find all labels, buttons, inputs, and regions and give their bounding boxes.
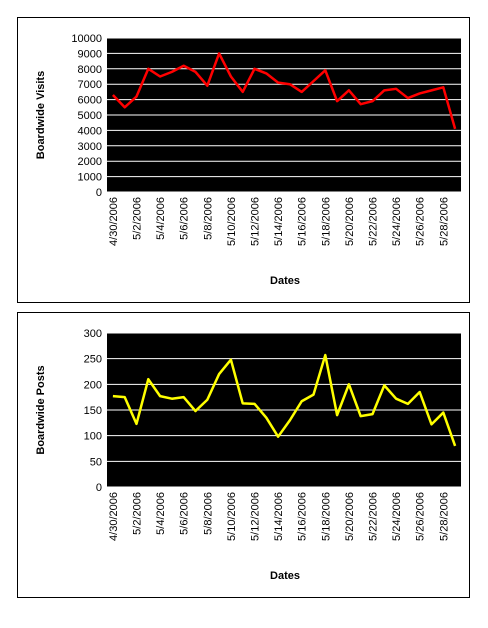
x-tick-label: 4/30/2006 (108, 197, 120, 246)
x-tick-label: 5/10/2006 (226, 492, 238, 541)
data-line (112, 353, 457, 447)
y-tick-label: 0 (96, 482, 102, 494)
x-tick-label: 5/8/2006 (202, 197, 214, 240)
y-tick-label: 150 (84, 405, 102, 417)
y-axis-title: Boardwide Visits (35, 71, 47, 159)
y-tick-label: 9000 (78, 48, 102, 60)
x-tick-label: 5/24/2006 (391, 197, 403, 246)
x-axis-title: Dates (270, 275, 300, 287)
y-tick-label: 5000 (78, 110, 102, 122)
x-tick-label: 5/18/2006 (320, 197, 332, 246)
y-tick-label: 4000 (78, 125, 102, 137)
y-axis-title: Boardwide Posts (35, 365, 47, 454)
y-tick-label: 200 (84, 379, 102, 391)
x-tick-label: 5/26/2006 (415, 197, 427, 246)
x-axis-title: Dates (270, 570, 300, 582)
x-tick-label: 5/22/2006 (368, 492, 380, 541)
y-tick-label: 100 (84, 431, 102, 443)
y-tick-label: 10000 (71, 33, 102, 45)
data-line (111, 52, 457, 130)
y-tick-label: 3000 (78, 141, 102, 153)
y-tick-label: 7000 (78, 79, 102, 91)
x-tick-label: 5/2/2006 (132, 197, 144, 240)
x-tick-label: 5/4/2006 (155, 197, 167, 240)
y-tick-label: 2000 (78, 156, 102, 168)
x-tick-label: 5/10/2006 (226, 197, 238, 246)
y-tick-label: 8000 (78, 64, 102, 76)
y-tick-label: 1000 (78, 172, 102, 184)
x-tick-label: 5/16/2006 (297, 197, 309, 246)
x-tick-label: 5/12/2006 (250, 492, 262, 541)
x-tick-label: 5/8/2006 (202, 492, 214, 535)
x-tick-label: 5/4/2006 (155, 492, 167, 535)
x-tick-label: 5/6/2006 (179, 197, 191, 240)
x-tick-label: 5/12/2006 (250, 197, 262, 246)
y-tick-label: 6000 (78, 95, 102, 107)
x-tick-label: 5/26/2006 (415, 492, 427, 541)
x-tick-label: 5/6/2006 (179, 492, 191, 535)
y-tick-label: 300 (84, 328, 102, 340)
x-tick-label: 5/20/2006 (344, 197, 356, 246)
y-tick-label: 50 (90, 456, 102, 468)
x-tick-label: 4/30/2006 (108, 492, 120, 541)
x-tick-label: 5/14/2006 (273, 197, 285, 246)
y-tick-label: 250 (84, 354, 102, 366)
x-tick-label: 5/28/2006 (438, 197, 450, 246)
x-tick-label: 5/24/2006 (391, 492, 403, 541)
x-tick-label: 5/22/2006 (368, 197, 380, 246)
x-tick-label: 5/16/2006 (297, 492, 309, 541)
x-tick-label: 5/20/2006 (344, 492, 356, 541)
x-tick-label: 5/2/2006 (132, 492, 144, 535)
x-tick-label: 5/14/2006 (273, 492, 285, 541)
x-tick-label: 5/18/2006 (320, 492, 332, 541)
x-tick-label: 5/28/2006 (438, 492, 450, 541)
y-tick-label: 0 (96, 187, 102, 199)
